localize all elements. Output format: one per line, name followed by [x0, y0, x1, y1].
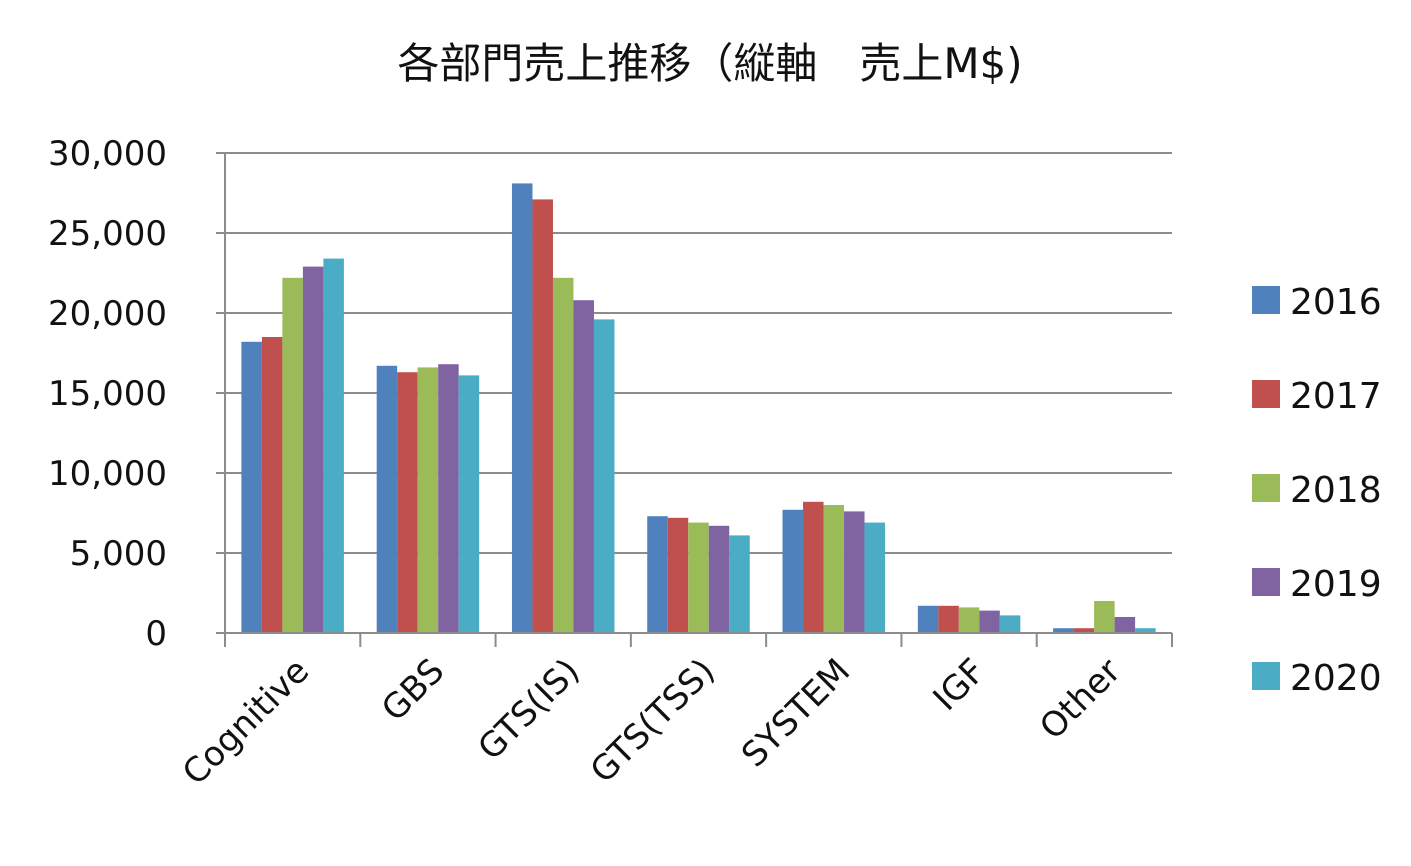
bar-2018-GTS(TSS)	[688, 522, 709, 633]
bar-2016-IGF	[917, 605, 939, 633]
y-tick-label: 0	[145, 614, 167, 654]
x-axis-categories: Cognitive GBS GTS(IS)GTS(TSS) SYSTEM IGF Othe…	[175, 651, 1129, 793]
y-tick-label: 25,000	[48, 214, 167, 254]
x-category-label: GBS	[374, 651, 452, 729]
x-category-label: GTS(TSS)	[583, 651, 723, 791]
bar-2016-GTS(TSS)	[647, 516, 668, 633]
bar-2017-IGF	[938, 605, 959, 633]
bar-2019-GTS(TSS)	[708, 525, 730, 633]
bar-2018-GTS(IS)	[552, 277, 574, 633]
y-tick-label: 15,000	[48, 374, 167, 414]
bar-2016-GTS(IS)	[511, 183, 533, 633]
bar-2017-Other	[1073, 628, 1095, 633]
legend: 2016 2017 2018 2019 2020	[1252, 282, 1382, 699]
x-category-label: IGF	[926, 651, 994, 719]
y-tick-label: 30,000	[48, 134, 167, 174]
legend-swatch	[1252, 662, 1280, 690]
bar-2019-GTS(IS)	[573, 300, 594, 633]
bar-2016-GBS	[376, 365, 398, 633]
bar-2019-IGF	[979, 610, 1000, 633]
legend-label: 2020	[1290, 658, 1382, 699]
bar-2019-SYSTEM	[844, 511, 865, 633]
bar-2020-GTS(IS)	[593, 319, 615, 633]
bar-2017-GTS(IS)	[532, 199, 553, 633]
legend-swatch	[1252, 380, 1280, 408]
bar-2020-GBS	[458, 375, 480, 633]
bar-2019-GBS	[438, 364, 459, 633]
legend-label: 2016	[1290, 282, 1382, 323]
bar-2018-IGF	[958, 607, 980, 633]
y-axis-ticks: 0 5,000 10,000 15,000 20,000 25,000 30,000	[48, 134, 167, 654]
x-category-label: Other	[1032, 651, 1129, 748]
axes	[216, 152, 1173, 647]
legend-swatch	[1252, 568, 1280, 596]
legend-label: 2019	[1290, 564, 1382, 605]
bar-2018-Other	[1094, 601, 1115, 633]
x-category-label: GTS(IS)	[470, 651, 587, 768]
y-tick-label: 10,000	[48, 454, 167, 494]
y-tick-label: 20,000	[48, 294, 167, 334]
bar-2017-Cognitive	[261, 337, 283, 633]
bar-2018-SYSTEM	[823, 505, 845, 633]
bars	[241, 183, 1156, 633]
bar-2017-GBS	[397, 372, 418, 633]
bar-2016-SYSTEM	[782, 509, 804, 633]
bar-2017-GTS(TSS)	[667, 517, 689, 633]
bar-2020-Other	[1135, 628, 1156, 633]
bar-2018-Cognitive	[282, 277, 303, 633]
bar-2017-SYSTEM	[803, 501, 824, 633]
bar-2020-IGF	[999, 615, 1021, 633]
y-tick-label: 5,000	[70, 534, 167, 574]
bar-2020-GTS(TSS)	[729, 535, 750, 633]
legend-swatch	[1252, 286, 1280, 314]
bar-2019-Other	[1114, 617, 1136, 633]
bar-2020-Cognitive	[323, 258, 344, 633]
legend-label: 2017	[1290, 376, 1382, 417]
chart-title: 各部門売上推移（縦軸 売上M$)	[397, 39, 1022, 88]
bar-2019-Cognitive	[302, 266, 324, 633]
bar-2018-GBS	[417, 367, 439, 633]
x-category-label: SYSTEM	[734, 651, 858, 775]
x-category-label: Cognitive	[175, 651, 317, 793]
legend-label: 2018	[1290, 470, 1382, 511]
legend-swatch	[1252, 474, 1280, 502]
bar-2016-Other	[1053, 628, 1074, 633]
gridlines	[225, 152, 1172, 554]
bar-2020-SYSTEM	[864, 522, 886, 633]
bar-2016-Cognitive	[241, 341, 262, 633]
